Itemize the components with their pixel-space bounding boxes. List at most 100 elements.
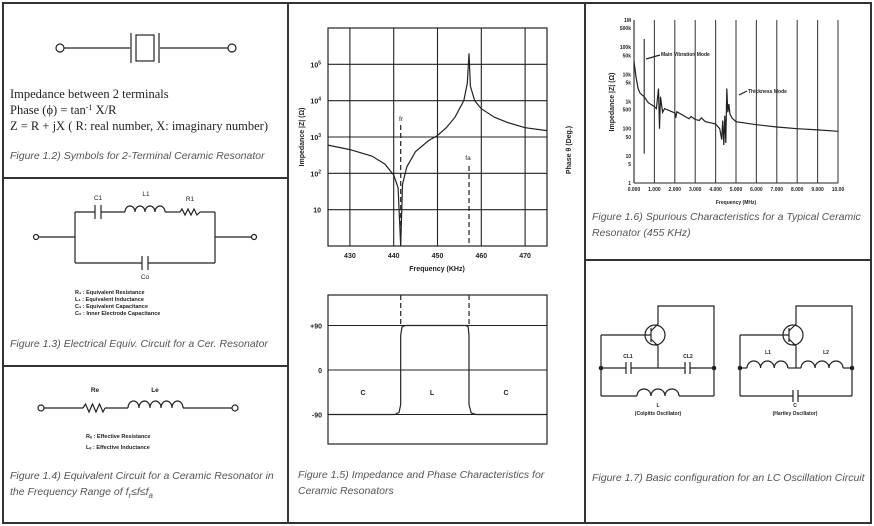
caption-1-4-line2: the Frequency Range of fr≤f≤fa [10, 486, 154, 500]
phase-formula: Phase (ϕ) = tan-1 X/R [10, 103, 117, 117]
impedance-y-tick: 105 [310, 60, 321, 69]
main-mode-leader [645, 54, 661, 60]
impedance-x-tick: 430 [344, 253, 356, 260]
label-l1: L1 [142, 191, 150, 198]
spurious-x-tick: 3.000 [689, 187, 702, 193]
impedance-x-tick: 460 [475, 253, 487, 260]
impedance-y-label: Impedance |Z| (Ω) [299, 108, 306, 167]
spurious-y-tick: 5 [628, 162, 631, 168]
resonator-symbol [55, 33, 237, 63]
phase-y-tick: -90 [312, 413, 322, 420]
impedance-x-tick: 440 [388, 253, 400, 260]
spurious-x-tick: 2.000 [669, 187, 682, 193]
label-cl1: CL1 [623, 354, 633, 360]
spurious-y-tick: 100k [620, 45, 631, 51]
label-l2: L2 [823, 350, 829, 356]
caption-1-5-line1: Figure 1.5) Impedance and Phase Characte… [298, 469, 545, 481]
phase-chart-grid [328, 324, 547, 416]
label-cl2: CL2 [683, 354, 693, 360]
phase-curve [328, 324, 547, 416]
legend-l1: L₁ : Equivalent Inductance [75, 297, 144, 303]
region-capacitive-left: C [360, 390, 365, 397]
impedance-chart-frame [327, 27, 548, 247]
label-l1: L1 [765, 350, 771, 356]
spurious-chart-grid [643, 20, 839, 183]
spurious-x-tick: 5.000 [730, 187, 743, 193]
fa-label: fa [465, 155, 471, 162]
fr-label: fr [399, 116, 404, 123]
figure-1-2: Impedance between 2 terminals Phase (ϕ) … [10, 33, 268, 162]
label-c1: C1 [94, 195, 103, 202]
impedance-text: Impedance between 2 terminals [10, 87, 169, 101]
figure-1-4: Re Le Rₑ : Effective Resistance Lₑ : Eff… [10, 387, 274, 500]
z-formula: Z = R + jX ( R: real number, X: imaginar… [10, 119, 268, 133]
label-l: L [656, 403, 659, 409]
hartley-label: (Hartley Oscillator) [773, 411, 818, 417]
phase-y-tick: 0 [318, 368, 322, 375]
figure-1-6: 1M 500k 100k 50k 10k 5k 1k 500 100 50 10 5 1 0.000 1.… [592, 18, 862, 239]
spurious-curve [633, 61, 839, 146]
legend-c0: C₀ : Inner Electrode Capacitance [75, 311, 160, 317]
spurious-y-tick: 1M [624, 18, 631, 24]
region-inductive: L [430, 390, 435, 397]
spurious-y-tick: 500k [620, 26, 631, 32]
label-re: Re [91, 387, 100, 394]
tick-exp: 4 [318, 97, 321, 103]
phase-formula-a: Phase (ϕ) = tan [10, 103, 87, 117]
phase-formula-b: X/R [92, 103, 117, 117]
tick-exp: 5 [318, 60, 321, 66]
label-le: Le [151, 387, 159, 394]
caption-1-4-sub-r: r [129, 491, 132, 500]
spurious-y-tick: 50k [623, 53, 632, 59]
effective-circuit [37, 400, 239, 414]
hartley-circuit [737, 305, 855, 402]
impedance-y-tick: 10 [313, 208, 321, 215]
impedance-x-tick: 450 [432, 253, 444, 260]
legend-le: Lₑ : Effective Inductance [86, 445, 150, 451]
impedance-curve [327, 53, 548, 247]
tick-base: 10 [310, 99, 318, 106]
spurious-y-tick: 10 [625, 154, 631, 160]
caption-1-4-a: the Frequency Range of f [10, 486, 130, 498]
label-c: C [793, 403, 797, 409]
spurious-y-tick: 100 [623, 127, 632, 133]
legend-c1: C₁ : Equivalent Capacitance [75, 304, 148, 310]
spurious-y-tick: 1k [625, 100, 631, 106]
spurious-x-tick: 6.000 [750, 187, 763, 193]
spurious-x-tick: 7.000 [771, 187, 784, 193]
colpitts-label: (Colpitts Oscillator) [635, 411, 682, 417]
phase-chart-frame [327, 294, 548, 445]
colpitts-circuit [598, 305, 717, 397]
spurious-x-tick: 10.00 [832, 187, 845, 193]
tick-base: 10 [310, 62, 318, 69]
caption-1-6-line1: Figure 1.6) Spurious Characteristics for… [592, 211, 862, 223]
phase-y-tick: +90 [310, 324, 322, 331]
caption-1-7: Figure 1.7) Basic configuration for an L… [592, 472, 866, 484]
tick-base: 10 [313, 208, 321, 215]
spurious-y-tick: 1 [628, 181, 631, 187]
impedance-chart-grid [328, 28, 547, 246]
caption-1-4-sub-a: a [149, 491, 154, 500]
caption-1-3: Figure 1.3) Electrical Equiv. Circuit fo… [10, 338, 268, 350]
label-co: Co [141, 274, 150, 281]
impedance-y-tick: 104 [310, 97, 321, 106]
impedance-x-ticks: 430 440 450 460 470 [344, 253, 531, 260]
caption-1-4-line1: Figure 1.4) Equivalent Circuit for a Cer… [10, 470, 274, 482]
impedance-x-tick: 470 [519, 253, 531, 260]
spurious-x-label: Frequency (MHz) [716, 200, 757, 206]
impedance-x-label: Frequency (KHz) [409, 266, 465, 273]
spurious-x-tick: 0.000 [628, 187, 641, 193]
phase-y-ticks: +90 0 -90 [310, 324, 322, 420]
spurious-y-tick: 500 [623, 108, 632, 114]
spurious-y-tick: 50 [625, 135, 631, 141]
spurious-x-tick: 9.000 [811, 187, 824, 193]
legend-re: Rₑ : Effective Resistance [86, 434, 150, 440]
thickness-mode-annotation: Thickness Mode [748, 89, 787, 95]
caption-1-2: Figure 1.2) Symbols for 2-Terminal Ceram… [10, 150, 265, 162]
label-r1: R1 [186, 196, 195, 203]
figure-1-3: C1 L1 R1 Co R₁ : Equivalent Resistance L… [10, 191, 268, 350]
